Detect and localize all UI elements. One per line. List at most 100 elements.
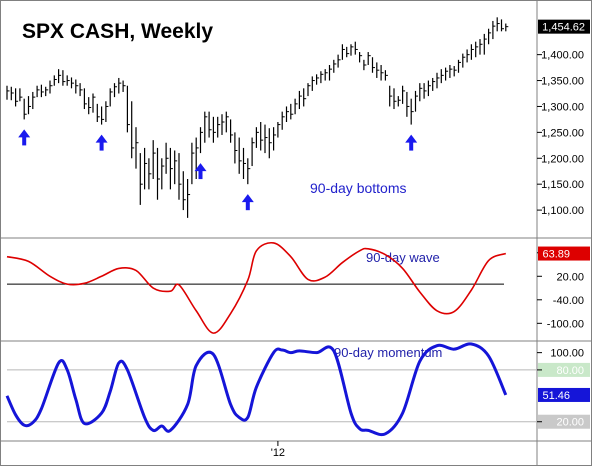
- arrow-head: [95, 134, 108, 143]
- price-axis: 1,100.00 1,150.00 1,200.00 1,250.00 1,300.00…: [537, 19, 590, 217]
- price-bar: [393, 88, 397, 110]
- price-bar: [212, 116, 216, 143]
- price-bar: [414, 90, 418, 112]
- price-bar: [277, 122, 281, 138]
- price-bar: [165, 142, 169, 174]
- price-bar: [49, 80, 53, 94]
- price-bar: [27, 96, 31, 115]
- price-bar: [264, 124, 268, 154]
- price-bar: [208, 111, 212, 138]
- price-bar: [174, 150, 178, 185]
- price-tick-label: 1,250.00: [541, 127, 584, 139]
- momentum-panel: 100.00 80.00 20.00 51.46: [5, 342, 590, 437]
- price-bar: [161, 158, 165, 190]
- price-bar: [410, 98, 414, 125]
- momentum-band-box: [538, 414, 590, 429]
- price-bar: [255, 127, 259, 148]
- price-bar: [135, 127, 139, 169]
- price-bar: [10, 86, 14, 101]
- price-bar: [66, 75, 70, 86]
- price-bar: [457, 59, 461, 73]
- price-tick-label: 1,200.00: [541, 153, 584, 165]
- price-bar: [389, 85, 393, 107]
- price-bars: [6, 17, 509, 218]
- arrow-head: [194, 163, 207, 172]
- momentum-band-box: [538, 362, 590, 377]
- price-bar: [440, 69, 444, 84]
- price-bar: [221, 114, 225, 135]
- price-bar: [384, 70, 388, 81]
- wave-tick-label: 20.00: [556, 271, 584, 283]
- price-bar: [307, 83, 311, 97]
- price-bar: [45, 86, 49, 97]
- price-tick-label: 1,400.00: [541, 50, 584, 62]
- price-bar: [303, 88, 307, 107]
- price-bar: [505, 23, 509, 32]
- price-bar: [23, 98, 27, 120]
- price-bar: [445, 67, 449, 81]
- price-tick-label: 1,350.00: [541, 76, 584, 88]
- price-bar: [32, 91, 36, 110]
- price-bar: [479, 39, 483, 55]
- price-bar: [118, 77, 122, 94]
- arrow-shaft: [99, 141, 104, 151]
- chart-title: SPX CASH, Weekly: [22, 20, 213, 43]
- price-bar: [57, 69, 62, 84]
- price-bar: [230, 119, 234, 143]
- momentum-last-value: 51.46: [542, 390, 570, 402]
- price-bar: [113, 83, 117, 98]
- price-bar: [251, 137, 255, 167]
- price-bar: [397, 96, 401, 107]
- price-last-value-box: [538, 19, 590, 34]
- price-bar: [419, 83, 423, 102]
- price-bar: [376, 62, 380, 78]
- bottom-arrow-icon: [95, 134, 108, 151]
- arrow-shaft: [22, 136, 27, 146]
- time-axis-label: '12: [271, 447, 285, 459]
- price-bar: [406, 91, 410, 117]
- bottom-arrow-icon: [18, 129, 31, 146]
- price-tick-label: 1,100.00: [541, 205, 584, 217]
- price-bar: [333, 59, 337, 73]
- price-bar: [281, 111, 285, 130]
- price-bar: [36, 85, 40, 98]
- arrow-head: [241, 194, 254, 203]
- price-bar: [105, 101, 109, 122]
- price-bar: [96, 103, 100, 122]
- price-bar: [367, 52, 371, 65]
- price-bar: [359, 52, 363, 63]
- price-bar: [70, 77, 74, 89]
- arrow-head: [405, 134, 418, 143]
- price-bar: [53, 75, 57, 86]
- price-bar: [234, 132, 238, 164]
- price-bar: [148, 158, 152, 190]
- price-bar: [268, 128, 272, 159]
- price-bar: [62, 70, 66, 86]
- price-bar: [247, 158, 251, 185]
- price-bar: [75, 79, 79, 94]
- price-bar: [466, 49, 470, 63]
- price-bar: [316, 74, 320, 85]
- price-bar: [6, 85, 10, 100]
- arrow-shaft: [245, 201, 250, 211]
- price-bar: [432, 77, 436, 91]
- arrow-head: [18, 129, 31, 138]
- price-bar: [354, 41, 358, 55]
- price-bar: [453, 66, 457, 77]
- price-bar: [40, 84, 44, 98]
- price-bar: [462, 53, 466, 68]
- price-bar: [285, 106, 289, 122]
- wave-last-value: 63.89: [542, 249, 570, 261]
- price-bar: [131, 101, 135, 159]
- price-bar: [423, 83, 427, 99]
- price-bar: [350, 44, 354, 56]
- price-bar: [492, 20, 496, 40]
- price-bar: [178, 153, 182, 200]
- price-bar: [225, 111, 229, 133]
- price-bar: [144, 147, 148, 190]
- price-bar: [260, 122, 264, 151]
- price-bar: [100, 106, 105, 125]
